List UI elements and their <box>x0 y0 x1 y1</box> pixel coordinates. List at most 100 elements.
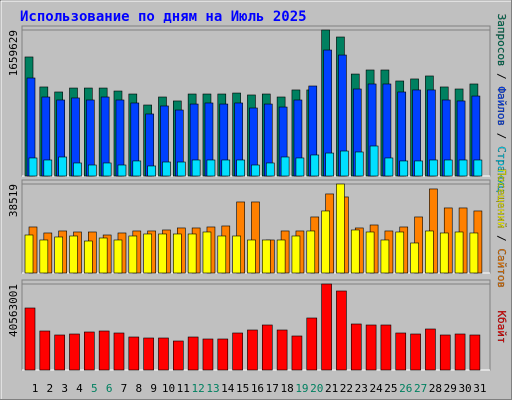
x-tick-label: 20 <box>310 382 323 395</box>
bar <box>306 230 316 274</box>
x-tick-label: 4 <box>76 382 83 395</box>
bar <box>354 151 364 177</box>
x-tick-label: 31 <box>473 382 486 395</box>
x-tick-label: 24 <box>369 382 383 395</box>
bar <box>425 328 436 371</box>
bar <box>295 157 305 177</box>
x-tick-label: 18 <box>280 382 293 395</box>
bar <box>276 329 288 371</box>
bar <box>98 237 108 274</box>
x-tick-label: 27 <box>414 382 427 395</box>
bar <box>321 210 330 274</box>
bar <box>336 183 345 274</box>
legend-entry: Файлов <box>495 86 508 126</box>
bar <box>69 235 78 274</box>
legend: Посещений / Сайтов <box>495 169 508 288</box>
bar <box>84 331 95 371</box>
x-tick-label: 6 <box>106 382 113 395</box>
bar <box>232 235 241 274</box>
x-tick-label: 16 <box>251 382 264 395</box>
x-tick-label: 5 <box>91 382 98 395</box>
bar <box>473 159 483 177</box>
bar <box>291 335 303 371</box>
x-tick-label: 29 <box>444 382 457 395</box>
bar <box>425 230 434 274</box>
bar <box>115 99 125 177</box>
bar <box>84 240 93 274</box>
bar <box>162 161 171 177</box>
bar <box>365 324 377 371</box>
bar <box>247 239 256 274</box>
bar <box>24 234 34 274</box>
x-tick-label: 30 <box>458 382 471 395</box>
bar <box>336 290 347 371</box>
bar <box>54 236 63 274</box>
y-tick-label: 40563001 <box>7 284 20 337</box>
bar <box>232 332 243 371</box>
bar <box>261 324 273 371</box>
bar <box>291 235 301 274</box>
bar <box>325 152 334 177</box>
bar <box>410 333 421 371</box>
x-tick-label: 8 <box>135 382 142 395</box>
bar <box>369 145 379 177</box>
legend-entry: Посещений <box>495 169 508 229</box>
x-tick-label: 15 <box>236 382 249 395</box>
bar <box>24 307 36 371</box>
bar <box>410 242 419 274</box>
legend-separator: / <box>495 126 508 146</box>
legend-entry: Страниц <box>495 146 508 192</box>
bar <box>280 156 290 177</box>
bar <box>439 232 449 274</box>
bar <box>86 99 95 177</box>
x-tick-label: 23 <box>355 382 368 395</box>
bar <box>177 161 186 177</box>
x-tick-label: 25 <box>384 382 397 395</box>
bar <box>469 334 481 371</box>
bar <box>454 333 466 371</box>
bar <box>43 159 53 177</box>
legend-separator: / <box>495 228 508 248</box>
bar <box>217 338 229 371</box>
bar <box>28 157 38 177</box>
bar <box>158 337 169 371</box>
bar <box>206 159 216 177</box>
bar <box>247 329 258 371</box>
x-tick-label: 7 <box>121 382 128 395</box>
bar <box>147 165 156 177</box>
bar <box>202 231 212 274</box>
x-tick-label: 22 <box>340 382 353 395</box>
bar <box>380 239 390 274</box>
bar <box>158 233 167 274</box>
bar <box>102 162 112 177</box>
bar <box>143 233 152 274</box>
bar <box>187 336 199 371</box>
x-tick-label: 14 <box>221 382 235 395</box>
x-tick-label: 17 <box>266 382 279 395</box>
bar <box>128 235 138 274</box>
bar <box>265 162 275 177</box>
bar <box>128 336 140 371</box>
legend-separator: / <box>495 67 508 87</box>
bar <box>306 317 318 371</box>
bar <box>236 159 245 177</box>
legend-entry: Кбайт <box>495 310 508 343</box>
bar <box>350 229 360 274</box>
bar <box>88 164 97 177</box>
x-tick-label: 13 <box>206 382 219 395</box>
bar <box>340 150 349 177</box>
legend: Запросов / Файлов / Страниц <box>495 14 508 193</box>
bar <box>221 159 231 177</box>
x-tick-label: 11 <box>177 382 190 395</box>
bar <box>187 233 197 274</box>
bar <box>251 164 260 177</box>
bar <box>217 235 227 274</box>
bar <box>443 159 453 177</box>
x-tick-label: 19 <box>295 382 308 395</box>
bar <box>39 239 49 274</box>
bar <box>202 338 214 371</box>
x-tick-label: 21 <box>325 382 338 395</box>
x-tick-label: 3 <box>61 382 68 395</box>
bar <box>69 333 80 371</box>
